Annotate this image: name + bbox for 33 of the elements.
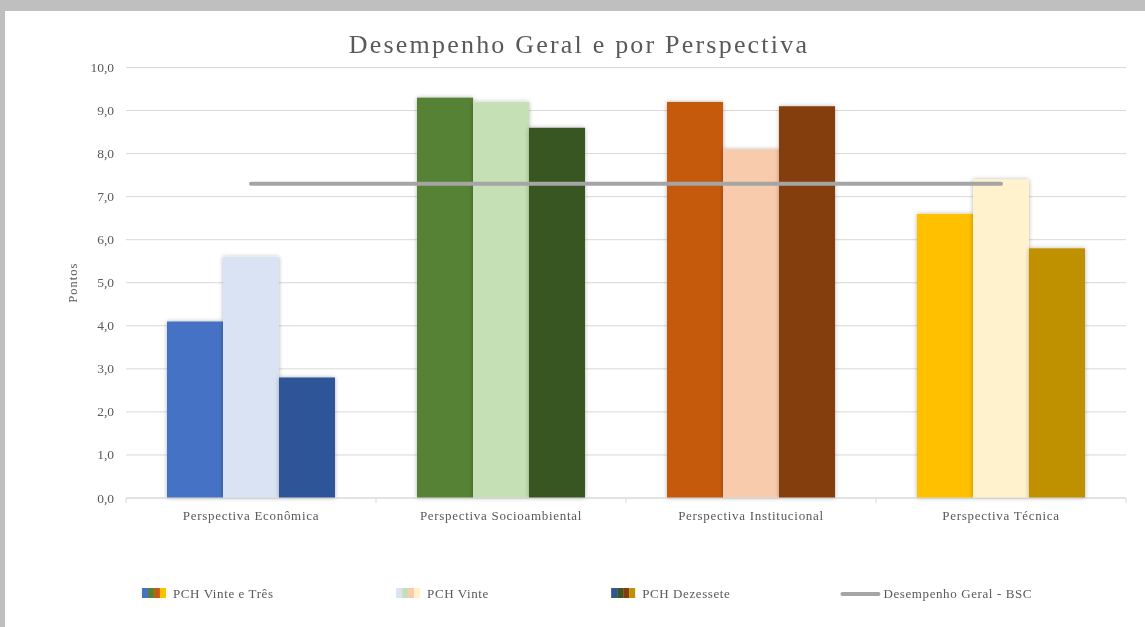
y-tick-label: 2,0 bbox=[97, 404, 115, 420]
legend-label: Desempenho Geral - BSC bbox=[883, 586, 1033, 601]
bar bbox=[529, 127, 585, 498]
bar bbox=[723, 149, 779, 498]
chart-title: Desempenho Geral e por Perspectiva bbox=[348, 30, 810, 59]
bar bbox=[667, 101, 723, 498]
x-tick-label: Perspectiva Institucional bbox=[678, 508, 824, 523]
y-tick-label: 1,0 bbox=[97, 447, 115, 463]
y-tick-label: 9,0 bbox=[97, 103, 115, 119]
x-tick-label: Perspectiva Econômica bbox=[182, 508, 320, 523]
bar bbox=[973, 179, 1029, 498]
x-tick-label: Perspectiva Socioambiental bbox=[419, 508, 583, 523]
y-tick-label: 3,0 bbox=[97, 361, 115, 377]
legend-label: PCH Vinte bbox=[427, 586, 489, 601]
y-tick-label: 6,0 bbox=[97, 232, 115, 248]
y-tick-label: 8,0 bbox=[97, 146, 115, 162]
bar bbox=[279, 377, 335, 498]
bar bbox=[417, 97, 473, 498]
x-tick-label: Perspectiva Técnica bbox=[942, 508, 1060, 523]
y-tick-label: 10,0 bbox=[90, 60, 115, 75]
bar bbox=[779, 106, 835, 498]
bar bbox=[167, 321, 223, 498]
bar bbox=[223, 256, 279, 498]
bar bbox=[1029, 248, 1085, 498]
y-tick-label: 4,0 bbox=[97, 318, 115, 334]
legend-label: PCH Vinte e Três bbox=[172, 586, 274, 601]
legend-label: PCH Dezessete bbox=[642, 586, 731, 601]
y-axis-title: Pontos bbox=[66, 262, 80, 303]
y-tick-label: 5,0 bbox=[97, 275, 115, 291]
y-tick-label: 0,0 bbox=[97, 490, 115, 506]
bar bbox=[917, 213, 973, 498]
y-tick-label: 7,0 bbox=[97, 189, 115, 205]
bar bbox=[473, 101, 529, 498]
